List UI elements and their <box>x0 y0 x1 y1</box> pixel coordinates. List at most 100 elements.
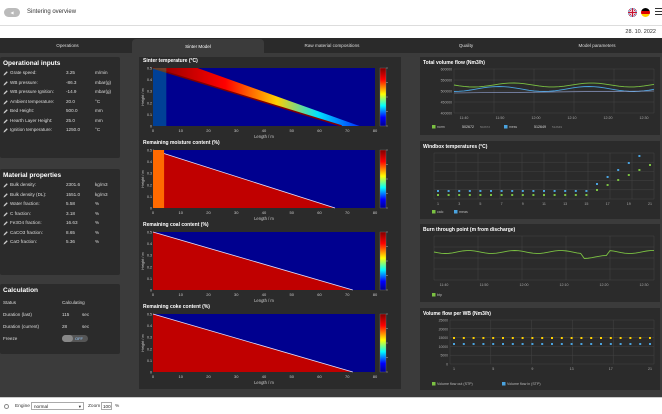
tab-model-parameters[interactable]: Model parameters <box>578 43 616 48</box>
material-property-label: Bulk density (DL): <box>10 191 47 197</box>
x-tick-label: 20 <box>206 292 211 297</box>
material-property-label: CaO fraction: <box>10 239 38 244</box>
material-property-value[interactable]: 16.63 <box>66 220 78 225</box>
edit-icon[interactable] <box>3 240 8 245</box>
edit-icon[interactable] <box>3 118 8 124</box>
x-tick-label: 0 <box>152 128 155 133</box>
x-tick-label: 70 <box>345 374 350 379</box>
x-tick-label: 9 <box>522 202 524 206</box>
y-tick-label: 450000 <box>441 101 452 105</box>
edit-icon[interactable] <box>3 109 8 114</box>
edit-icon[interactable] <box>3 90 8 95</box>
legend-label: meas <box>459 210 468 214</box>
edit-icon[interactable] <box>3 192 8 198</box>
operational-input-value[interactable]: 20.0 <box>66 98 75 104</box>
zoom-unit: % <box>115 404 120 409</box>
y-tick-label: 0.3 <box>147 90 152 94</box>
info-icon <box>4 404 9 409</box>
calc-point <box>468 194 471 196</box>
y-tick-label: 0.2 <box>147 101 152 105</box>
edit-icon[interactable] <box>3 202 8 207</box>
legend-swatch <box>432 210 436 214</box>
edit-icon[interactable] <box>3 211 8 217</box>
material-property-value[interactable]: 2301.6 <box>66 182 81 187</box>
x-tick-label: 19 <box>627 202 631 206</box>
x-tick-label: 60 <box>317 292 322 297</box>
x-tick-label: 30 <box>234 374 239 379</box>
calc-point <box>500 194 503 196</box>
zoom-label: Zoom <box>88 404 101 409</box>
legend-sub-value: 502672 <box>480 125 490 129</box>
edit-icon[interactable] <box>3 230 8 236</box>
x-tick-label: 21 <box>648 202 652 206</box>
material-property-value[interactable]: 1551.0 <box>66 191 81 197</box>
toggle-knob <box>62 335 73 342</box>
reference-line <box>453 90 655 94</box>
app-title: Sintering overview <box>27 9 77 15</box>
x-tick-label: 5 <box>479 202 481 206</box>
flow-in-point <box>472 343 475 345</box>
flow-out-point <box>472 337 475 339</box>
edit-icon[interactable] <box>3 221 8 226</box>
material-property-value[interactable]: 5.36 <box>66 239 75 244</box>
engine-select[interactable]: normal ▾ <box>31 402 84 410</box>
operational-input-label: Ambient temperature: <box>10 98 55 104</box>
x-tick-label: 11:50 <box>480 283 489 287</box>
zoom-input[interactable]: 100 <box>101 402 112 410</box>
uk-flag-icon[interactable] <box>628 8 637 17</box>
operational-input-value[interactable]: 500.0 <box>66 108 78 113</box>
material-property-value[interactable]: 3.18 <box>66 210 75 216</box>
x-tick-label: 10 <box>179 210 184 215</box>
calc-point <box>574 194 577 196</box>
y-tick-label: 0.1 <box>147 195 152 199</box>
burn-through-point-chart: 11:40 11:50 12:00 12:10 12:20 12:30 btp <box>432 235 655 297</box>
operational-input-value[interactable]: 3.25 <box>66 70 75 75</box>
x-tick-label: 0 <box>152 210 155 215</box>
y-tick-label: 20000 <box>439 327 449 331</box>
y-tick-label: 0.5 <box>147 67 152 71</box>
operational-input-label: WB pressure Ignition: <box>10 89 54 94</box>
operational-input-label: WB pressure: <box>10 79 38 85</box>
operational-input-value[interactable]: -86.3 <box>66 79 77 85</box>
edit-icon[interactable] <box>3 99 8 105</box>
y-tick-label: 0 <box>150 125 152 129</box>
duration-current-value: 28 <box>62 324 68 329</box>
material-property-label: Water fraction: <box>10 201 40 206</box>
tab-sinter-model[interactable]: Sinter Model <box>132 39 264 53</box>
operational-input-value[interactable]: -14.9 <box>66 89 77 94</box>
edit-icon[interactable] <box>3 183 8 188</box>
flow-out-point <box>453 337 455 339</box>
y-tick-label: 0 <box>150 207 152 211</box>
operational-input-value[interactable]: 25.0 <box>66 117 75 123</box>
freeze-toggle[interactable]: OFF <box>62 335 88 342</box>
material-property-label: Fe3O4 fraction: <box>10 220 42 225</box>
material-property-value[interactable]: 8.65 <box>66 229 75 235</box>
back-button[interactable]: ◀ <box>4 8 20 17</box>
tab-quality[interactable]: Quality <box>458 43 474 48</box>
y-tick-label: 0.2 <box>147 347 152 351</box>
current-date: 28. 10. 2022 <box>625 29 656 35</box>
edit-icon[interactable] <box>3 80 8 86</box>
title-bar: ◀ Sintering overview <box>0 0 662 26</box>
burn-through-point-panel: Burn through point (m from discharge) 11… <box>420 224 660 302</box>
tab-operations[interactable]: Operations <box>56 43 79 48</box>
edit-icon[interactable] <box>3 71 8 76</box>
total-volume-flow-panel: Total volume flow (Nm3/h) 600000 550000 50… <box>420 57 660 135</box>
tab-raw-material-compositions[interactable]: Raw material compositions <box>304 43 360 48</box>
y-tick-label: 0.3 <box>147 172 152 176</box>
flow-out-point <box>462 337 465 339</box>
flow-out-point <box>541 337 544 339</box>
x-tick-label: 50 <box>290 374 295 379</box>
y-tick-label: 5000 <box>440 354 448 358</box>
flow-out-point <box>560 337 563 339</box>
windbox-temperatures-title: Windbox temperatures (°C) <box>423 144 488 150</box>
edit-icon[interactable] <box>3 128 8 133</box>
menu-icon[interactable] <box>655 8 662 16</box>
german-flag-icon[interactable] <box>641 8 650 17</box>
operational-input-value[interactable]: 1250.0 <box>66 127 81 132</box>
x-tick-label: 12:00 <box>532 116 541 120</box>
flow-in-point <box>639 343 642 345</box>
material-property-value[interactable]: 5.58 <box>66 201 75 206</box>
btp-series-line <box>433 250 655 259</box>
